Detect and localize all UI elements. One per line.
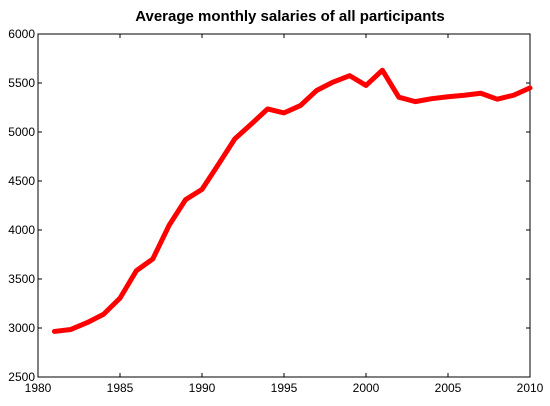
y-axis-tick-labels: 2500 3000 3500 4000 4500 5000 5500 6000	[8, 27, 35, 384]
y-tick-label: 5500	[8, 76, 35, 90]
y-tick-label: 3000	[8, 321, 35, 335]
x-tick-label: 2010	[517, 381, 544, 395]
y-tick-label: 2500	[8, 370, 35, 384]
x-tick-label: 1995	[271, 381, 298, 395]
y-tick-label: 3500	[8, 272, 35, 286]
x-tick-label: 2000	[353, 381, 380, 395]
y-tick-label: 4500	[8, 174, 35, 188]
x-axis-tick-labels: 1980 1985 1990 1995 2000 2005 2010	[25, 381, 544, 395]
x-tick-label: 2005	[435, 381, 462, 395]
y-tick-label: 5000	[8, 125, 35, 139]
y-tick-label: 6000	[8, 27, 35, 41]
series-line-salary	[51, 67, 533, 334]
axis-ticks	[37, 33, 531, 378]
chart-title: Average monthly salaries of all particip…	[135, 8, 445, 25]
x-tick-label: 1990	[189, 381, 216, 395]
x-tick-label: 1985	[107, 381, 134, 395]
y-tick-label: 4000	[8, 223, 35, 237]
plot-area	[37, 33, 531, 378]
x-tick-label: 1980	[25, 381, 52, 395]
